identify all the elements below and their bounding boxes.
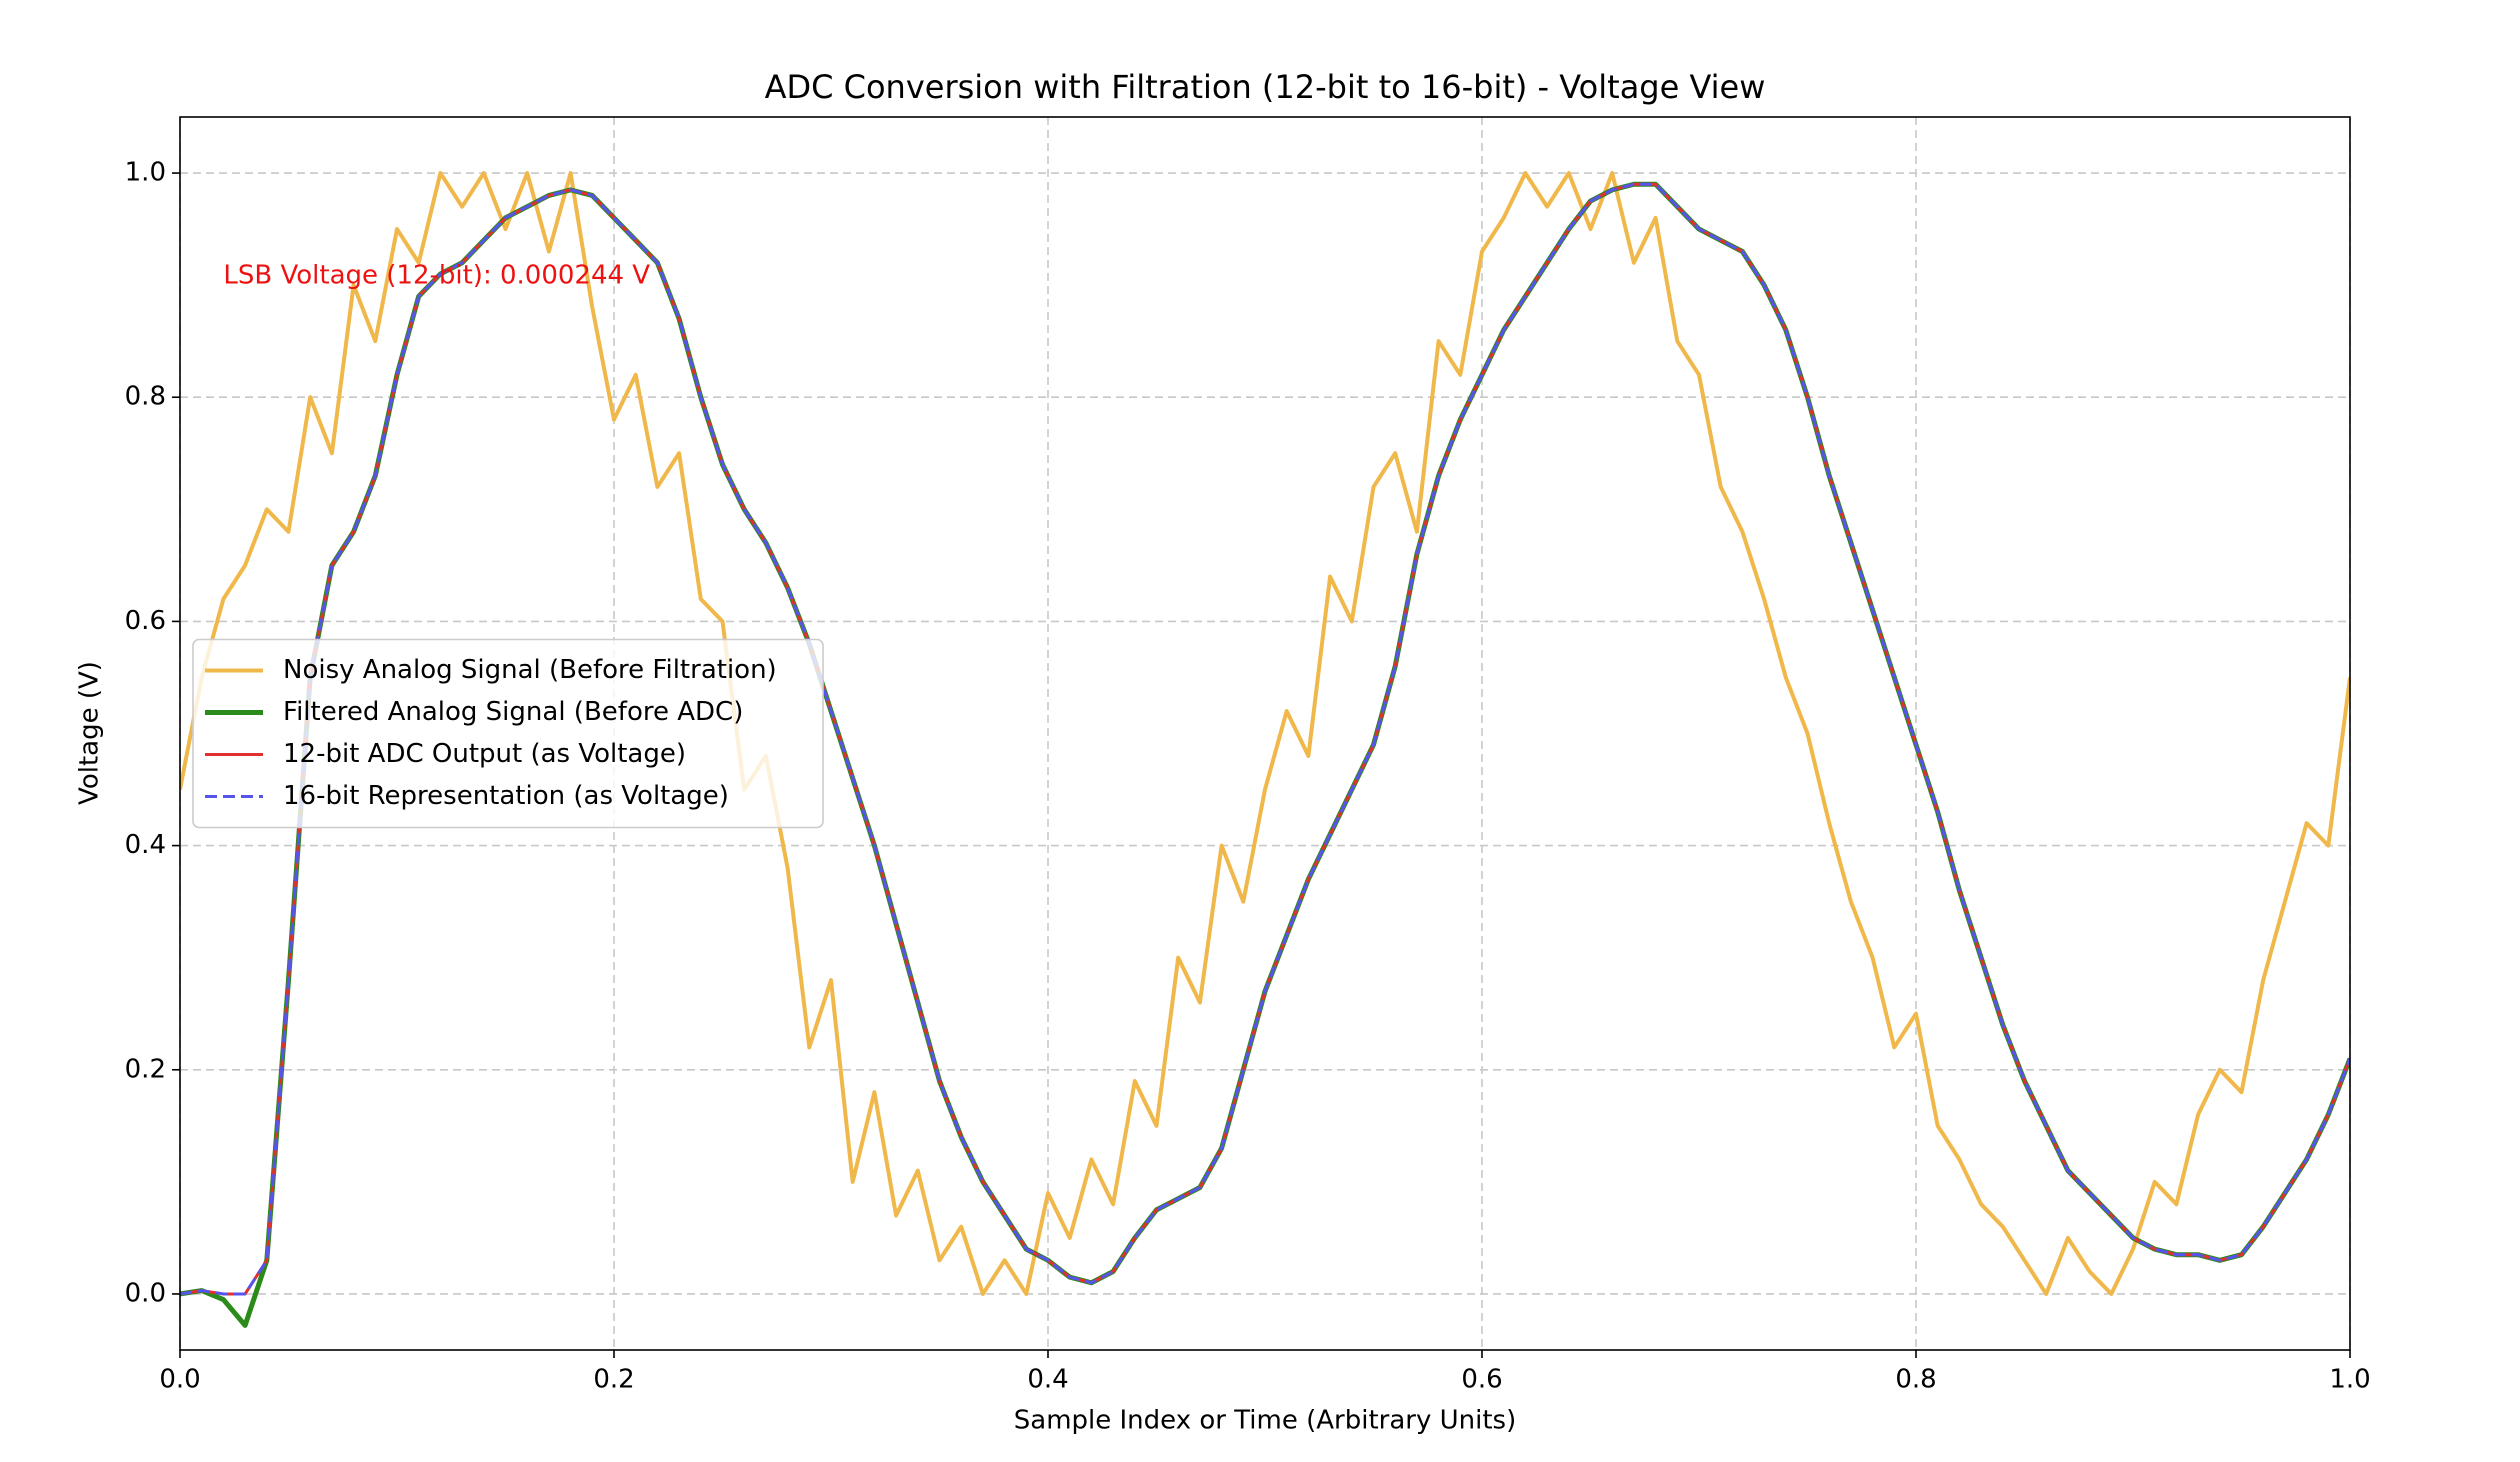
x-tick-label: 0.2 [593, 1365, 634, 1395]
legend-label: Filtered Analog Signal (Before ADC) [283, 697, 743, 727]
x-tick-label: 0.6 [1461, 1365, 1502, 1395]
y-tick-label: 0.2 [125, 1054, 166, 1084]
y-tick-label: 1.0 [125, 158, 166, 188]
y-axis-label: Voltage (V) [75, 661, 105, 805]
y-tick-label: 0.0 [125, 1278, 166, 1308]
chart-title: ADC Conversion with Filtration (12-bit t… [765, 68, 1766, 106]
legend-label: 16-bit Representation (as Voltage) [283, 781, 729, 811]
legend-label: 12-bit ADC Output (as Voltage) [283, 739, 686, 769]
legend-label: Noisy Analog Signal (Before Filtration) [283, 655, 777, 685]
x-tick-label: 0.8 [1895, 1365, 1936, 1395]
x-tick-label: 0.0 [159, 1365, 200, 1395]
plot-frame [179, 116, 2351, 1351]
x-tick-label: 1.0 [2329, 1365, 2370, 1395]
y-tick-label: 0.6 [125, 606, 166, 636]
x-axis-label: Sample Index or Time (Arbitrary Units) [1014, 1406, 1516, 1436]
annotation: LSB Voltage (12-bit): 0.000244 V [223, 261, 650, 291]
series-line [180, 182, 2350, 1296]
series-line [180, 171, 2350, 1296]
y-tick-label: 0.4 [125, 830, 166, 860]
x-tick-label: 0.4 [1027, 1365, 1068, 1395]
legend-box [192, 638, 824, 829]
y-tick-label: 0.8 [125, 382, 166, 412]
